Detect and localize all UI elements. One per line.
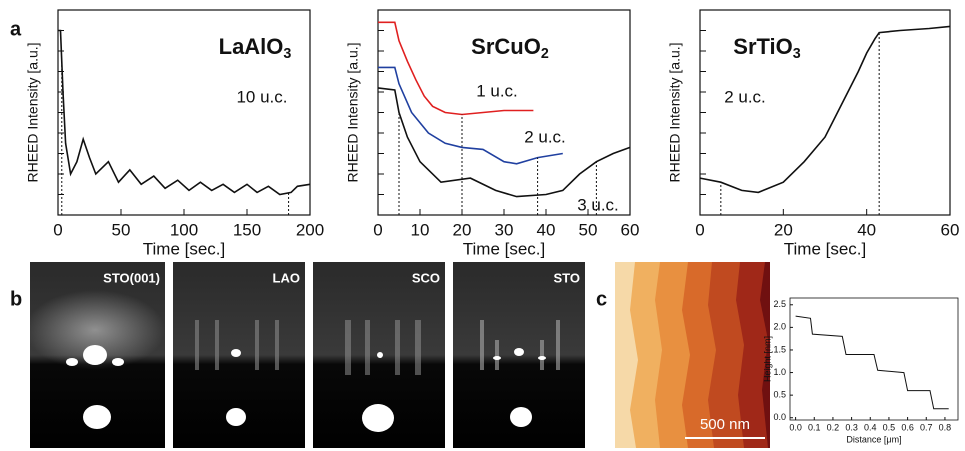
x-tick-label: 50 (112, 220, 131, 239)
rheed-label: STO (554, 270, 581, 285)
series-line (377, 87, 631, 198)
x-tick-label: 20 (453, 220, 472, 239)
x-axis-label: Distance [μm] (846, 434, 901, 444)
y-tick-label: 0.0 (773, 412, 786, 422)
x-tick-label: 50 (579, 220, 598, 239)
x-tick-label: 0 (53, 220, 62, 239)
x-axis-label: Time [sec.] (463, 239, 546, 258)
x-tick-label: 40 (857, 220, 876, 239)
series-line (378, 21, 534, 116)
y-tick-label: 2.5 (773, 299, 786, 309)
chart: 0 20 40 60 Time [sec.] RHEED Intensity [a.u.]… (667, 9, 960, 258)
chart: 0.0 0.1 0.2 0.3 0.4 0.5 0.6 0.7 0.8 0.0 0.5 1.0 1.5 2… (762, 297, 959, 444)
series-label: 3 u.c. (577, 195, 619, 214)
x-axis-label: Time [sec.] (143, 239, 226, 258)
series-line (699, 25, 951, 194)
x-tick-label: 0.8 (939, 422, 952, 432)
chart: 0 10 20 30 40 50 60 Time [sec.] RHEED Intensity … (345, 9, 640, 258)
series-line (378, 66, 563, 165)
x-tick-label: 100 (170, 220, 198, 239)
series-line (795, 315, 949, 410)
x-tick-label: 0.1 (808, 422, 821, 432)
series-label: 2 u.c. (724, 87, 766, 106)
x-tick-label: 60 (621, 220, 640, 239)
scale-bar-label: 500 nm (700, 416, 750, 433)
y-tick-label: 1.0 (773, 367, 786, 377)
chart: 0 50 100 150 200 Time [sec.] RHEED Intensity [… (25, 9, 324, 258)
x-tick-label: 0.2 (827, 422, 840, 432)
series-label: 10 u.c. (236, 87, 287, 106)
x-tick-label: 150 (233, 220, 261, 239)
afm-image: 500 nm (615, 262, 770, 448)
x-tick-label: 30 (495, 220, 514, 239)
rheed-image: STO(001) (25, 262, 165, 448)
panel-label: b (10, 288, 22, 310)
series-line (58, 29, 311, 196)
y-axis-label: RHEED Intensity [a.u.] (345, 42, 361, 182)
x-tick-label: 0.5 (883, 422, 896, 432)
panel-label: c (596, 288, 607, 310)
rheed-label: LAO (273, 270, 300, 285)
x-tick-label: 0.4 (864, 422, 877, 432)
rheed-label: STO(001) (103, 270, 160, 285)
x-tick-label: 0.0 (789, 422, 802, 432)
x-tick-label: 0 (373, 220, 382, 239)
series-label: 1 u.c. (476, 81, 518, 100)
x-axis-label: Time [sec.] (784, 239, 867, 258)
x-tick-label: 20 (774, 220, 793, 239)
x-tick-label: 0.3 (845, 422, 858, 432)
x-tick-label: 0.6 (901, 422, 914, 432)
x-tick-label: 200 (296, 220, 324, 239)
y-axis-label: RHEED Intensity [a.u.] (25, 42, 41, 182)
rheed-image: LAO (173, 262, 305, 448)
y-axis-label: RHEED Intensity [a.u.] (667, 42, 683, 182)
panel-label: a (10, 18, 22, 40)
chart-title: SrTiO3 (733, 34, 801, 62)
plot-frame (789, 297, 959, 421)
x-tick-label: 40 (537, 220, 556, 239)
x-tick-label: 10 (411, 220, 430, 239)
rheed-image: STO (453, 262, 585, 448)
x-tick-label: 0 (695, 220, 704, 239)
y-tick-label: 0.5 (773, 390, 786, 400)
x-tick-label: 60 (941, 220, 960, 239)
chart-title: LaAlO3 (219, 34, 292, 62)
y-tick-label: 1.5 (773, 344, 786, 354)
chart-title: SrCuO2 (471, 34, 549, 62)
y-tick-label: 2.0 (773, 322, 786, 332)
y-axis-label: Height [nm] (762, 336, 772, 382)
rheed-image: SCO (313, 262, 445, 448)
x-tick-label: 0.7 (920, 422, 933, 432)
rheed-label: SCO (412, 270, 440, 285)
series-label: 2 u.c. (524, 127, 566, 146)
